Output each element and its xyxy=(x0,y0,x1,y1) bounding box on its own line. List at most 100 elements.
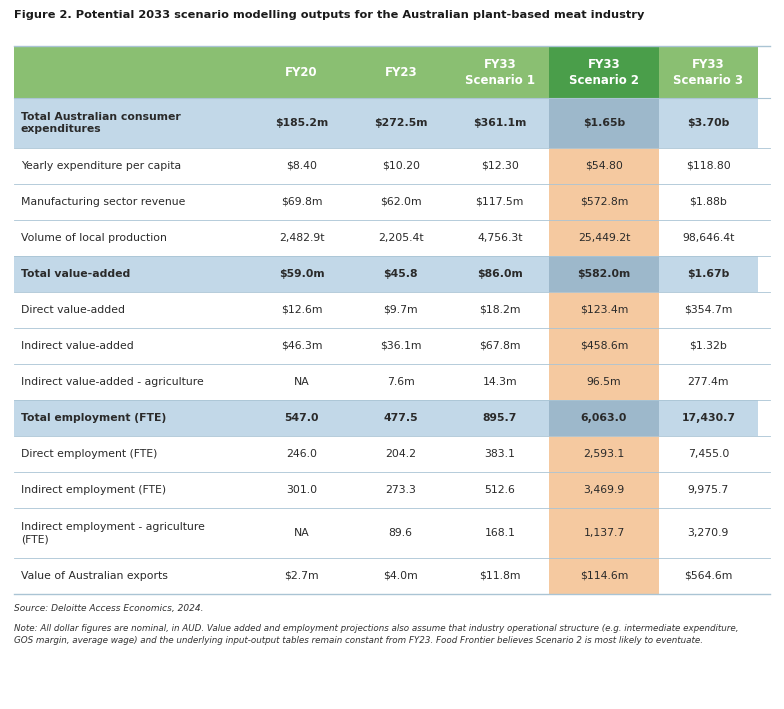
Text: Note: All dollar figures are nominal, in AUD. Value added and employment project: Note: All dollar figures are nominal, in… xyxy=(14,624,739,644)
Bar xyxy=(450,292,550,328)
Bar xyxy=(14,472,252,508)
Text: $54.80: $54.80 xyxy=(585,161,623,171)
Bar xyxy=(550,220,659,256)
Text: $117.5m: $117.5m xyxy=(476,197,524,207)
Bar xyxy=(252,364,351,400)
Text: 383.1: 383.1 xyxy=(485,449,515,459)
Text: $59.0m: $59.0m xyxy=(279,269,325,279)
Text: $564.6m: $564.6m xyxy=(684,571,732,581)
Text: NA: NA xyxy=(294,377,310,387)
Text: $18.2m: $18.2m xyxy=(479,305,521,315)
Bar xyxy=(14,436,252,472)
Bar xyxy=(14,220,252,256)
Text: 895.7: 895.7 xyxy=(482,413,517,423)
Bar xyxy=(450,256,550,292)
Text: FY33
Scenario 1: FY33 Scenario 1 xyxy=(465,57,535,86)
Bar xyxy=(450,46,550,98)
Bar xyxy=(450,558,550,594)
Bar xyxy=(450,328,550,364)
Text: $10.20: $10.20 xyxy=(382,161,419,171)
Bar xyxy=(252,184,351,220)
Text: 7,455.0: 7,455.0 xyxy=(688,449,729,459)
Text: FY20: FY20 xyxy=(285,65,318,79)
Bar xyxy=(351,472,450,508)
Bar xyxy=(351,436,450,472)
Text: 96.5m: 96.5m xyxy=(586,377,622,387)
Text: $1.32b: $1.32b xyxy=(689,341,728,351)
Text: $114.6m: $114.6m xyxy=(580,571,628,581)
Text: $62.0m: $62.0m xyxy=(380,197,422,207)
Text: 168.1: 168.1 xyxy=(485,528,515,538)
Text: 6,063.0: 6,063.0 xyxy=(581,413,627,423)
Bar xyxy=(550,472,659,508)
Bar xyxy=(14,292,252,328)
Text: $45.8: $45.8 xyxy=(383,269,418,279)
Text: Indirect employment - agriculture
(FTE): Indirect employment - agriculture (FTE) xyxy=(21,522,205,544)
Bar xyxy=(14,364,252,400)
Text: NA: NA xyxy=(294,528,310,538)
Text: $2.7m: $2.7m xyxy=(285,571,319,581)
Bar xyxy=(659,436,758,472)
Text: 1,137.7: 1,137.7 xyxy=(583,528,625,538)
Bar xyxy=(450,184,550,220)
Text: FY33
Scenario 2: FY33 Scenario 2 xyxy=(569,57,639,86)
Bar xyxy=(351,364,450,400)
Bar xyxy=(351,558,450,594)
Text: $118.80: $118.80 xyxy=(686,161,731,171)
Bar xyxy=(450,98,550,148)
Text: Source: Deloitte Access Economics, 2024.: Source: Deloitte Access Economics, 2024. xyxy=(14,604,204,613)
Text: $3.70b: $3.70b xyxy=(688,118,730,128)
Bar xyxy=(550,436,659,472)
Bar xyxy=(14,400,252,436)
Text: $86.0m: $86.0m xyxy=(477,269,523,279)
Text: 7.6m: 7.6m xyxy=(387,377,415,387)
Text: Volume of local production: Volume of local production xyxy=(21,233,167,243)
Bar xyxy=(550,328,659,364)
Text: $572.8m: $572.8m xyxy=(580,197,628,207)
Text: $458.6m: $458.6m xyxy=(580,341,628,351)
Bar xyxy=(351,400,450,436)
Bar xyxy=(252,220,351,256)
Text: 477.5: 477.5 xyxy=(383,413,418,423)
Text: 2,593.1: 2,593.1 xyxy=(583,449,625,459)
Text: 17,430.7: 17,430.7 xyxy=(681,413,735,423)
Text: $69.8m: $69.8m xyxy=(281,197,322,207)
Text: $67.8m: $67.8m xyxy=(479,341,521,351)
Text: Manufacturing sector revenue: Manufacturing sector revenue xyxy=(21,197,185,207)
Bar xyxy=(252,148,351,184)
Bar xyxy=(659,472,758,508)
Bar xyxy=(659,400,758,436)
Text: $1.65b: $1.65b xyxy=(583,118,625,128)
Text: 98,646.4t: 98,646.4t xyxy=(682,233,735,243)
Bar xyxy=(659,220,758,256)
Bar xyxy=(14,256,252,292)
Bar xyxy=(351,328,450,364)
Bar xyxy=(550,292,659,328)
Text: $11.8m: $11.8m xyxy=(479,571,521,581)
Text: 2,482.9t: 2,482.9t xyxy=(279,233,325,243)
Bar xyxy=(550,148,659,184)
Bar xyxy=(550,558,659,594)
Text: 277.4m: 277.4m xyxy=(688,377,729,387)
Text: Value of Australian exports: Value of Australian exports xyxy=(21,571,168,581)
Bar xyxy=(252,400,351,436)
Bar xyxy=(659,558,758,594)
Text: $272.5m: $272.5m xyxy=(374,118,427,128)
Bar xyxy=(14,184,252,220)
Text: $46.3m: $46.3m xyxy=(281,341,322,351)
Text: $1.88b: $1.88b xyxy=(689,197,728,207)
Bar xyxy=(550,256,659,292)
Text: $12.6m: $12.6m xyxy=(281,305,322,315)
Text: 4,756.3t: 4,756.3t xyxy=(477,233,522,243)
Text: Indirect value-added - agriculture: Indirect value-added - agriculture xyxy=(21,377,204,387)
Text: Indirect value-added: Indirect value-added xyxy=(21,341,134,351)
Bar xyxy=(450,436,550,472)
Text: 246.0: 246.0 xyxy=(286,449,318,459)
Bar xyxy=(252,558,351,594)
Bar xyxy=(14,46,252,98)
Text: 547.0: 547.0 xyxy=(285,413,319,423)
Text: $36.1m: $36.1m xyxy=(380,341,422,351)
Text: 89.6: 89.6 xyxy=(389,528,412,538)
Text: 301.0: 301.0 xyxy=(286,485,318,495)
Bar xyxy=(450,148,550,184)
